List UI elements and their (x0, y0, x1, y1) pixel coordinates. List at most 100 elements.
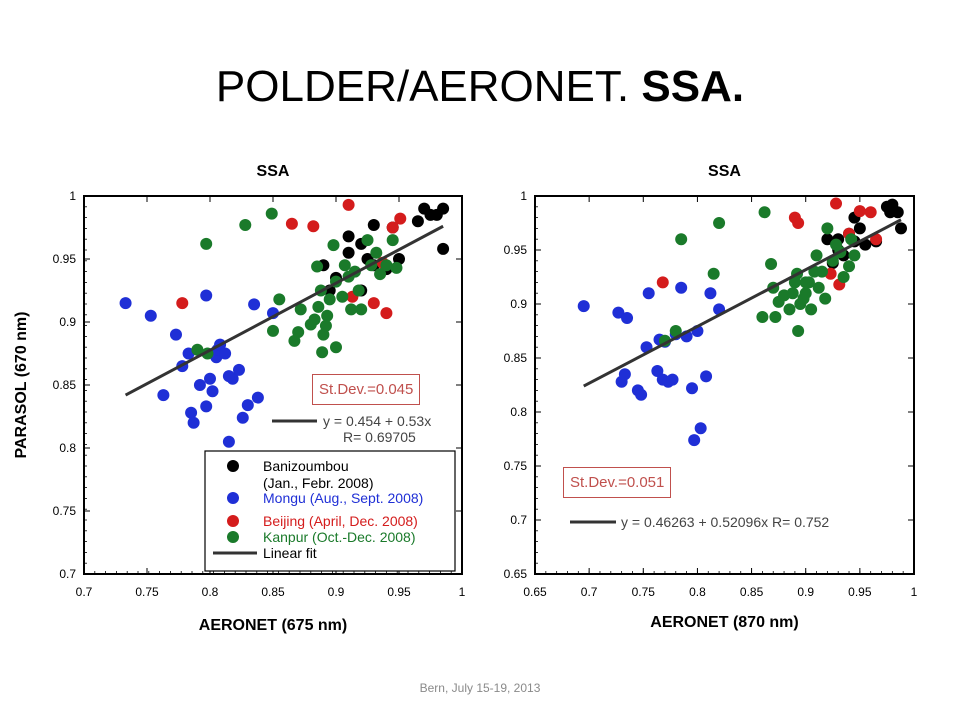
point-kanpur (361, 234, 374, 247)
legend-sublabel: (Jan., Febr. 2008) (263, 475, 374, 491)
plot-frame (534, 195, 915, 575)
point-banizoumbou (895, 222, 908, 235)
point-mongu (612, 306, 625, 319)
point-kanpur (267, 324, 279, 337)
point-beijing (380, 307, 393, 320)
point-beijing (176, 297, 189, 310)
y-tick-label: 0.7 (510, 513, 527, 527)
point-beijing (853, 205, 866, 218)
y-tick-label: 0.85 (53, 378, 77, 392)
stdev-box-right: St.Dev.=0.051 (563, 467, 672, 498)
x-tick-label: 0.85 (261, 585, 285, 599)
point-kanpur (792, 325, 805, 337)
point-kanpur (386, 234, 399, 247)
point-kanpur (810, 249, 823, 262)
point-mongu (577, 300, 590, 313)
point-kanpur (799, 276, 812, 289)
x-tick-label: 0.75 (135, 585, 159, 599)
point-kanpur (848, 249, 861, 262)
point-banizoumbou (437, 202, 450, 215)
point-banizoumbou (437, 242, 450, 255)
point-mongu (688, 434, 701, 447)
legend-marker (227, 492, 239, 504)
point-mongu (251, 391, 264, 404)
legend-label: Mongu (Aug., Sept. 2008) (263, 490, 423, 506)
point-kanpur (191, 343, 204, 356)
x-tick-label: 0.7 (581, 585, 598, 599)
point-mongu (700, 370, 713, 383)
y-tick-label: 0.7 (59, 567, 76, 581)
point-kanpur (311, 260, 324, 273)
point-kanpur (292, 326, 305, 339)
point-kanpur (669, 325, 682, 337)
point-mongu (241, 399, 254, 412)
point-beijing (870, 233, 883, 246)
point-kanpur (294, 303, 307, 316)
point-kanpur (837, 271, 850, 283)
x-tick-label: 0.65 (523, 585, 547, 599)
slide-title-plain: POLDER/AERONET. (215, 62, 630, 111)
y-tick-label: 1 (520, 189, 527, 203)
point-kanpur (758, 206, 771, 219)
y-tick-label: 1 (69, 189, 76, 203)
footer-text: Bern, July 15-19, 2013 (419, 681, 541, 695)
slide-title-bold: SSA. (641, 62, 745, 111)
x-tick-label: 0.9 (797, 585, 814, 599)
point-mongu (187, 416, 200, 429)
legend-marker (227, 531, 239, 543)
point-mongu (204, 372, 216, 385)
y-tick-label: 0.65 (504, 567, 528, 581)
point-kanpur (812, 281, 825, 294)
y-axis-label: PARASOL (670 nm) (13, 312, 30, 459)
point-kanpur (327, 239, 340, 252)
point-mongu (157, 389, 170, 402)
point-kanpur (336, 290, 349, 303)
legend-box (204, 450, 456, 572)
y-tick-label: 0.8 (59, 441, 76, 455)
x-tick-label: 0.85 (740, 585, 764, 599)
point-mongu (236, 411, 249, 424)
point-mongu (200, 289, 213, 302)
y-tick-label: 0.8 (510, 405, 527, 419)
point-kanpur (819, 292, 832, 305)
point-mongu (144, 309, 157, 322)
point-kanpur (330, 341, 342, 354)
point-mongu (193, 379, 206, 391)
point-mongu (675, 281, 688, 294)
fit-equation: y = 0.454 + 0.53x (323, 413, 431, 429)
point-kanpur (783, 303, 796, 316)
point-mongu (248, 298, 261, 311)
point-beijing (864, 206, 877, 219)
x-tick-label: 0.9 (328, 585, 345, 599)
point-kanpur (799, 287, 812, 300)
chart-title: SSA (257, 163, 290, 180)
point-kanpur (713, 217, 726, 229)
fit-r-value: R= 0.69705 (343, 429, 416, 445)
legend-marker (227, 460, 239, 472)
point-beijing (394, 212, 407, 225)
legend-label: Banizoumbou (263, 458, 349, 474)
point-kanpur (805, 303, 818, 316)
point-mongu (694, 422, 707, 435)
point-kanpur (345, 303, 358, 316)
point-mongu (618, 368, 631, 381)
point-kanpur (845, 233, 858, 246)
point-kanpur (390, 261, 403, 274)
x-tick-label: 0.95 (848, 585, 872, 599)
stdev-box-left: St.Dev.=0.045 (312, 374, 421, 405)
y-tick-label: 0.85 (504, 351, 528, 365)
point-kanpur (319, 319, 332, 332)
point-banizoumbou (411, 215, 424, 228)
x-tick-label: 1 (459, 585, 466, 599)
x-axis-label: AERONET (675 nm) (199, 617, 347, 634)
point-beijing (830, 197, 843, 210)
point-beijing (386, 221, 399, 234)
x-axis-label: AERONET (870 nm) (650, 614, 798, 631)
point-kanpur (308, 313, 321, 326)
point-kanpur (355, 303, 368, 316)
point-mongu (185, 406, 198, 419)
point-kanpur (821, 222, 834, 235)
point-mongu (635, 388, 648, 401)
